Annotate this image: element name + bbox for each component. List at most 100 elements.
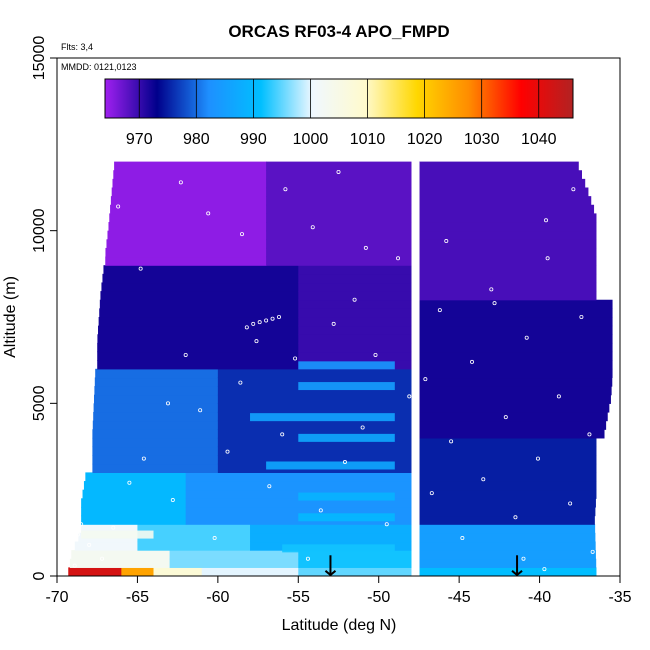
heatmap-cell xyxy=(418,420,607,430)
heatmap-cell xyxy=(418,394,611,404)
sample-point xyxy=(87,542,92,547)
heatmap-cell xyxy=(98,317,299,327)
heatmap-cell xyxy=(298,351,412,361)
heatmap-cell xyxy=(298,567,412,576)
heatmap-cell xyxy=(185,481,412,491)
heatmap-cell xyxy=(92,429,219,439)
sample-point xyxy=(492,301,497,306)
profile-arrow-head xyxy=(324,570,337,577)
heatmap-cell xyxy=(101,282,299,292)
sample-point xyxy=(264,318,269,323)
sample-point xyxy=(283,187,288,192)
x-tick-label: -65 xyxy=(126,589,149,606)
colorbar-ticks: 970 980 990 1000 1010 1020 1030 1040 xyxy=(126,79,557,148)
heatmap-cell xyxy=(99,299,299,309)
sample-point xyxy=(141,456,146,461)
heatmap-cell xyxy=(82,489,187,499)
sample-point xyxy=(212,536,217,541)
heatmap-cell xyxy=(418,429,605,439)
sample-point xyxy=(244,325,249,330)
heatmap-cell xyxy=(298,325,412,335)
y-tick-label: 10000 xyxy=(31,208,48,253)
heatmap-cell xyxy=(418,437,597,448)
heatmap-cell xyxy=(298,291,412,301)
x-tick-label: -40 xyxy=(528,589,551,606)
heatmap-cell xyxy=(97,334,299,344)
heatmap-cell xyxy=(298,334,412,344)
sample-point xyxy=(178,180,183,185)
heatmap-cell xyxy=(217,446,412,456)
heatmap-cell xyxy=(99,308,299,318)
heatmap-cell xyxy=(266,170,412,180)
heatmap-cell xyxy=(95,368,219,379)
heatmap-cell xyxy=(418,489,597,499)
heatmap-cell xyxy=(113,170,267,180)
heatmap-cell xyxy=(169,558,299,568)
heatmap-cell xyxy=(418,178,586,189)
y-tick-label: 5000 xyxy=(31,385,48,421)
sample-point xyxy=(360,425,365,430)
heatmap-cell xyxy=(69,558,171,568)
heatmap-cell xyxy=(137,532,251,543)
colorbar-tick-label: 970 xyxy=(126,131,153,148)
heatmap-cell xyxy=(418,196,592,206)
heatmap-streak xyxy=(298,433,395,442)
heatmap-cell xyxy=(418,342,613,353)
x-tick-label: -35 xyxy=(608,589,631,606)
sample-point xyxy=(225,449,230,454)
heatmap-cell xyxy=(110,196,267,206)
sample-point xyxy=(75,532,80,537)
heatmap-cell xyxy=(71,550,171,560)
sample-point xyxy=(556,394,561,399)
heatmap-streak xyxy=(266,461,395,470)
heatmap-cell xyxy=(298,342,412,353)
heatmap-streak xyxy=(282,544,395,553)
sample-point xyxy=(79,522,84,527)
colorbar-tick-label: 1020 xyxy=(407,131,443,148)
heatmap-cell xyxy=(298,308,412,318)
sample-point xyxy=(165,401,170,406)
heatmap-cell xyxy=(114,161,267,171)
x-tick-label: -60 xyxy=(206,589,229,606)
heatmap-cell xyxy=(418,230,597,240)
sample-point xyxy=(545,256,550,261)
heatmap-cell xyxy=(418,256,597,266)
heatmap-cell xyxy=(418,377,613,387)
sample-point xyxy=(521,556,526,561)
sample-points xyxy=(72,169,595,572)
sample-point xyxy=(270,316,275,321)
colorbar-tick-label: 1010 xyxy=(350,131,386,148)
colorbar-tick-label: 990 xyxy=(240,131,267,148)
sample-point xyxy=(336,169,341,174)
heatmap-cell xyxy=(107,230,267,240)
heatmap-cell xyxy=(418,351,613,361)
heatmap-cell xyxy=(298,550,412,560)
heatmap-cell xyxy=(418,273,597,284)
heatmap-cell xyxy=(418,204,595,214)
colorbar-tick-label: 1040 xyxy=(521,131,557,148)
sample-point xyxy=(280,432,285,437)
profile-arrows xyxy=(324,555,523,577)
sample-point xyxy=(587,432,592,437)
heatmap-cell xyxy=(81,506,187,517)
sample-point xyxy=(238,380,243,385)
chart-title: ORCAS RF03-4 APO_FMPD xyxy=(228,22,449,41)
flights-label: Flts: 3,4 xyxy=(61,42,93,52)
sample-point xyxy=(100,556,105,561)
dates-label: MMDD: 0121,0123 xyxy=(61,62,137,72)
heatmap-cell xyxy=(418,325,613,335)
heatmap-cell xyxy=(418,550,596,560)
heatmap-cell xyxy=(217,455,412,465)
sample-point xyxy=(293,356,298,361)
heatmap-cell xyxy=(418,368,613,379)
heatmap-cell xyxy=(418,541,596,551)
sample-point xyxy=(407,394,412,399)
heatmap-cell xyxy=(97,351,299,361)
heatmap-streak xyxy=(298,382,395,391)
sample-point xyxy=(396,256,401,261)
sample-point xyxy=(310,225,315,230)
heatmap-cell xyxy=(418,463,597,473)
heatmap-cell xyxy=(93,411,219,422)
heatmap-cell xyxy=(418,282,597,292)
